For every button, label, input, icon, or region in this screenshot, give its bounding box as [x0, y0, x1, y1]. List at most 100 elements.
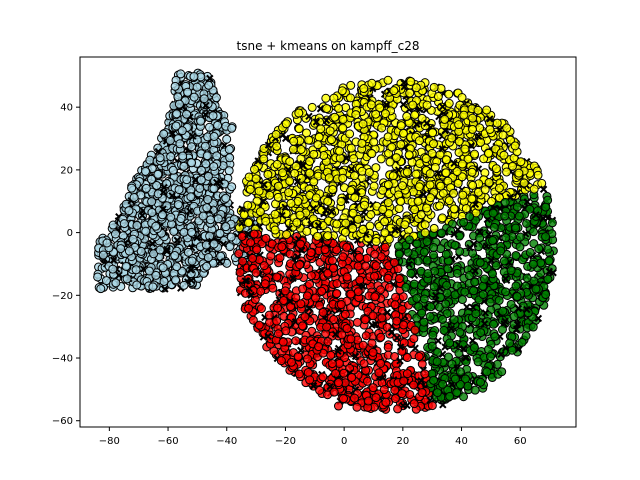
scatter-point: [489, 319, 499, 329]
x-tick-label: 20: [396, 436, 409, 447]
scatter-point: [362, 253, 372, 263]
scatter-point: [361, 331, 371, 341]
scatter-point: [376, 358, 386, 368]
scatter-point: [285, 176, 295, 186]
scatter-point: [406, 268, 416, 278]
scatter-point: [411, 169, 421, 179]
scatter-point: [300, 312, 310, 322]
scatter-point: [413, 196, 423, 206]
scatter-point: [289, 136, 299, 146]
scatter-point: [282, 229, 292, 239]
scatter-point: [296, 144, 306, 154]
scatter-point: [173, 200, 183, 210]
scatter-point: [443, 352, 453, 362]
scatter-point: [383, 273, 393, 283]
scatter-point: [111, 278, 121, 288]
scatter-point: [396, 196, 406, 206]
x-tick-label: 0: [341, 436, 347, 447]
scatter-point: [533, 170, 543, 180]
scatter-point: [145, 155, 155, 165]
scatter-point: [245, 184, 255, 194]
scatter-point: [458, 190, 468, 200]
scatter-point: [355, 252, 365, 262]
scatter-point: [322, 322, 332, 332]
scatter-point: [171, 121, 181, 131]
scatter-point: [522, 218, 532, 228]
scatter-point: [414, 136, 424, 146]
scatter-point: [147, 197, 157, 207]
scatter-point: [519, 178, 529, 188]
scatter-point: [338, 173, 348, 183]
scatter-point: [297, 321, 307, 331]
scatter-point: [468, 124, 478, 134]
scatter-point: [500, 211, 510, 221]
scatter-point: [476, 377, 486, 387]
y-tick-label: 40: [60, 103, 73, 114]
scatter-point: [108, 264, 118, 274]
scatter-point: [338, 123, 348, 133]
scatter-point: [455, 246, 465, 256]
scatter-point: [429, 82, 439, 92]
scatter-point: [473, 357, 483, 367]
scatter-point: [255, 207, 265, 217]
y-tick-label: 20: [60, 165, 73, 176]
scatter-point: [270, 225, 280, 235]
scatter-point: [445, 338, 455, 348]
scatter-point: [305, 168, 315, 178]
scatter-point: [323, 196, 333, 206]
scatter-point: [449, 204, 459, 214]
scatter-point: [449, 315, 459, 325]
scatter-point: [433, 91, 443, 101]
x-tick-label: −40: [216, 436, 237, 447]
scatter-point: [435, 201, 445, 211]
scatter-point: [482, 105, 492, 115]
x-tick-label: −60: [157, 436, 178, 447]
scatter-point: [541, 290, 551, 300]
scatter-point: [302, 226, 312, 236]
scatter-point: [363, 396, 373, 406]
scatter-point: [469, 286, 479, 296]
scatter-point: [369, 137, 379, 147]
scatter-point: [410, 325, 420, 335]
scatter-point: [203, 253, 213, 263]
scatter-point: [494, 295, 504, 305]
scatter-point: [353, 214, 363, 224]
scatter-point: [266, 251, 276, 261]
scatter-point: [211, 93, 221, 103]
scatter-point: [158, 263, 168, 273]
scatter-point: [182, 109, 192, 119]
scatter-point: [204, 122, 214, 132]
scatter-point: [385, 157, 395, 167]
scatter-point: [379, 385, 389, 395]
scatter-point: [272, 316, 282, 326]
scatter-point: [204, 80, 214, 90]
scatter-point: [173, 92, 183, 102]
scatter-point: [227, 182, 237, 192]
scatter-point: [96, 284, 106, 294]
scatter-point: [127, 183, 137, 193]
scatter-point: [273, 329, 283, 339]
scatter-point: [337, 86, 347, 96]
scatter-point: [412, 239, 422, 249]
scatter-point: [110, 229, 120, 239]
scatter-point: [131, 265, 141, 275]
scatter-point: [444, 98, 454, 108]
scatter-point: [303, 368, 313, 378]
scatter-point: [243, 200, 253, 210]
scatter-point: [202, 151, 212, 161]
scatter-point: [358, 224, 368, 234]
scatter-point: [208, 111, 218, 121]
scatter-point: [270, 209, 280, 219]
scatter-point: [224, 145, 234, 155]
scatter-point: [203, 195, 213, 205]
scatter-point: [490, 332, 500, 342]
scatter-point: [425, 180, 435, 190]
scatter-point: [488, 208, 498, 218]
scatter-point: [380, 217, 390, 227]
scatter-point: [328, 256, 338, 266]
scatter-point: [148, 282, 158, 292]
scatter-point: [441, 155, 451, 165]
scatter-point: [369, 181, 379, 191]
scatter-point: [497, 367, 507, 377]
